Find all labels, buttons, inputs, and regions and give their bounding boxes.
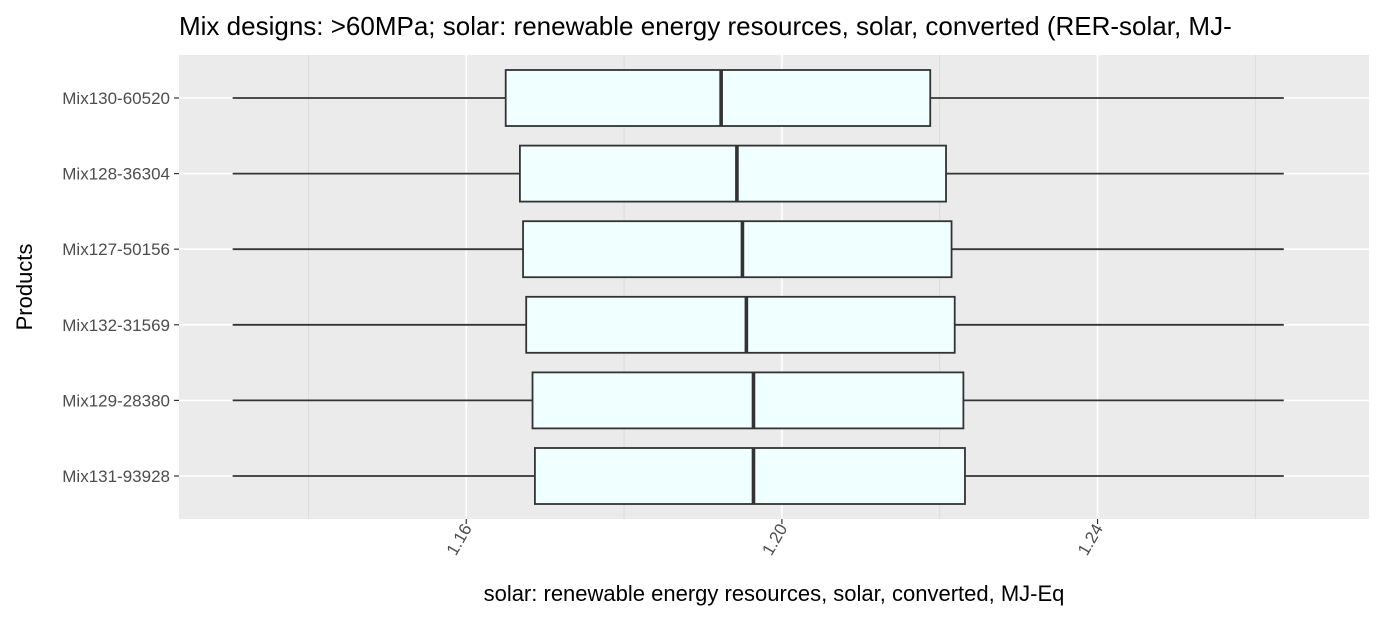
box-iqr <box>531 371 965 430</box>
box-group <box>232 447 1284 505</box>
x-tick-label: 1.24 <box>1074 521 1107 559</box>
x-tick-label: 1.16 <box>443 521 476 559</box>
box-iqr <box>519 144 947 203</box>
y-axis-title: Products <box>12 244 37 331</box>
box-iqr <box>522 220 953 279</box>
box-iqr <box>504 69 932 127</box>
y-tick-label: Mix129-28380 <box>62 391 170 410</box>
plot-panel <box>179 55 1369 519</box>
y-tick-label: Mix128-36304 <box>62 165 170 184</box>
box-group <box>232 295 1284 354</box>
y-axis: Mix130-60520 Mix128-36304 Mix127-50156 Mix1… <box>62 89 179 486</box>
box-group <box>232 144 1284 203</box>
y-tick-label: Mix132-31569 <box>62 316 170 335</box>
boxes-layer <box>232 69 1284 505</box>
chart-title: Mix designs: >60MPa; solar: renewable en… <box>179 11 1232 41</box>
x-tick-label: 1.20 <box>758 521 791 559</box>
y-tick-label: Mix127-50156 <box>62 240 170 259</box>
y-tick-label: Mix131-93928 <box>62 467 170 486</box>
x-axis: 1.16 1.20 1.24 <box>443 519 1107 559</box>
box-iqr <box>525 295 956 354</box>
y-tick-label: Mix130-60520 <box>62 89 170 108</box>
x-axis-title: solar: renewable energy resources, solar… <box>484 581 1065 606</box>
box-iqr <box>533 447 966 505</box>
box-group <box>232 371 1284 430</box>
box-group <box>232 69 1284 127</box>
box-group <box>232 220 1284 279</box>
